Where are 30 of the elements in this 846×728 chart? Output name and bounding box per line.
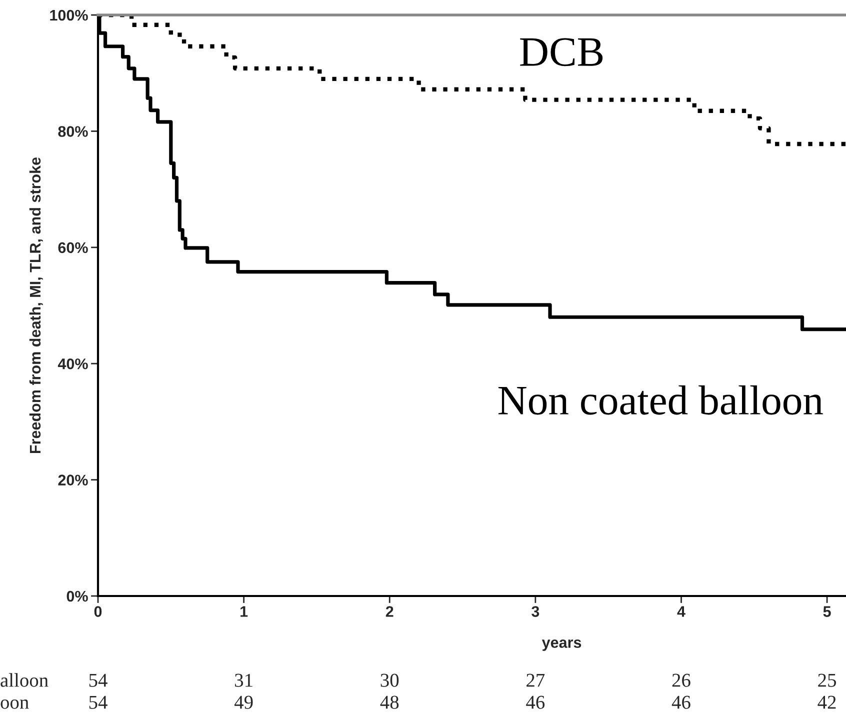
text: 54 (89, 674, 108, 687)
y-tick-label: 20% (58, 474, 88, 486)
text: 31 (235, 674, 252, 687)
x-tick-label: 5 (823, 606, 831, 617)
text: 25 (818, 674, 836, 687)
y-tick-label: 40% (58, 358, 88, 370)
text: 42 (818, 696, 836, 709)
text: 54 (89, 696, 108, 709)
text: 46 (526, 696, 545, 709)
text: 46 (672, 696, 690, 709)
x-tick-label: 0 (94, 606, 102, 617)
x-tick-label: 4 (677, 606, 686, 617)
series-label: Non coated balloon (498, 385, 823, 415)
text: alloon (0, 673, 48, 687)
x-tick-label: 3 (532, 606, 540, 617)
y-tick-label: 0% (66, 590, 88, 602)
text: oon (0, 700, 29, 709)
x-axis-title: years (542, 640, 582, 651)
x-tick-label: 1 (240, 606, 248, 617)
text: 26 (672, 674, 690, 687)
text: 49 (234, 696, 253, 709)
text: 48 (380, 696, 399, 709)
text: 27 (526, 674, 545, 687)
series-label: DCB (520, 38, 603, 66)
y-tick-label: 80% (58, 126, 88, 137)
y-tick-label: 60% (58, 242, 88, 254)
y-tick-label: 100% (50, 10, 88, 21)
text: 30 (380, 674, 399, 687)
y-axis-title: Freedom from death, MI, TLR, and stroke (29, 157, 43, 454)
x-tick-label: 2 (386, 606, 394, 617)
